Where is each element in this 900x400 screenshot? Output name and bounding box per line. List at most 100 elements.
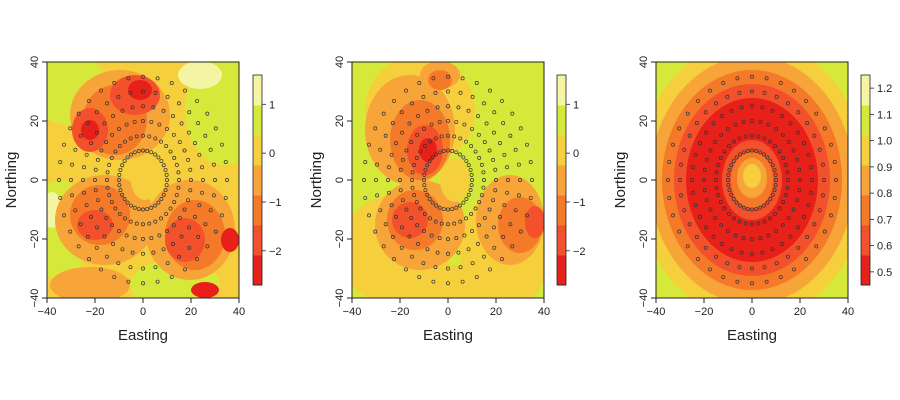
sample-point: [141, 119, 145, 123]
sample-point: [93, 188, 98, 193]
sample-point: [822, 126, 827, 131]
sample-point: [211, 162, 216, 167]
sample-point: [505, 165, 510, 170]
sample-point: [766, 122, 771, 127]
sample-point: [698, 214, 702, 219]
sample-point: [492, 110, 497, 115]
sample-point: [151, 105, 156, 110]
sample-point: [165, 94, 170, 99]
sample-point: [734, 200, 739, 205]
sample-point: [102, 234, 107, 239]
sample-point: [437, 119, 442, 124]
sample-point: [774, 126, 778, 131]
sample-point: [390, 234, 395, 239]
sample-point: [741, 150, 746, 155]
sample-point: [132, 150, 137, 155]
sample-point: [95, 198, 100, 203]
sample-point: [704, 225, 708, 230]
sample-point: [488, 267, 492, 272]
sample-point: [762, 203, 766, 208]
sample-point: [203, 133, 208, 138]
y-tick-label: 0: [638, 177, 650, 183]
sample-point: [404, 88, 408, 93]
sample-point: [389, 203, 394, 208]
x-tick-label: −40: [343, 306, 362, 318]
sample-point: [524, 213, 529, 218]
sample-point: [772, 167, 777, 172]
sample-point: [473, 206, 478, 211]
sample-point: [363, 195, 368, 200]
sample-point: [70, 193, 75, 198]
sample-point: [702, 178, 706, 182]
colorbar-tick-label: 0: [573, 148, 579, 160]
colorbar-band: [557, 225, 566, 256]
sample-point: [764, 76, 769, 81]
sample-point: [381, 111, 386, 116]
sample-point: [196, 234, 201, 239]
sample-point: [87, 257, 91, 262]
x-ticks-2: −40 −20 0 20 40: [343, 298, 550, 318]
sample-point: [145, 148, 150, 153]
sample-point: [169, 275, 174, 279]
y-tick-label: −20: [334, 230, 346, 249]
sample-point: [85, 234, 90, 239]
sample-point: [126, 279, 131, 284]
sample-point: [163, 188, 168, 193]
sample-point: [750, 237, 754, 241]
sample-point: [367, 142, 372, 147]
sample-point: [130, 250, 135, 255]
sample-point: [362, 178, 366, 182]
sample-point: [750, 251, 754, 256]
sample-point: [693, 152, 698, 157]
sample-point: [58, 160, 63, 165]
colorbar-band: [557, 165, 566, 196]
sample-point: [102, 121, 107, 126]
sample-point: [762, 152, 766, 157]
sample-point: [768, 216, 772, 221]
sample-point: [804, 98, 808, 103]
sample-point: [828, 142, 833, 147]
sample-point: [156, 200, 161, 205]
sample-point: [422, 183, 427, 188]
sample-point: [155, 76, 160, 81]
sample-point: [120, 247, 125, 252]
sample-point: [400, 225, 404, 230]
y-tick-label: 0: [29, 177, 41, 183]
colorbar-tick-label: 0.5: [877, 267, 892, 279]
sample-point: [469, 211, 474, 216]
sample-point: [182, 148, 187, 153]
sample-point: [750, 266, 754, 271]
sample-point: [421, 94, 426, 99]
sample-point: [186, 157, 191, 162]
sample-point: [177, 140, 182, 145]
sample-point: [446, 237, 450, 241]
x-axis-label-2: Easting: [423, 327, 473, 344]
sample-point: [524, 142, 529, 147]
colorbar-tick-label: 0: [269, 148, 275, 160]
sample-point: [510, 244, 515, 249]
sample-point: [407, 121, 412, 126]
sample-point: [750, 207, 754, 212]
sample-point: [389, 152, 394, 157]
sample-point: [732, 216, 736, 221]
sample-point: [690, 165, 695, 170]
sample-point: [462, 122, 467, 127]
sample-point: [694, 121, 699, 126]
sample-point: [418, 206, 423, 211]
sample-point: [81, 190, 86, 195]
colorbar-band: [861, 255, 870, 286]
heatmap-field-2: [352, 62, 544, 298]
sample-point: [171, 114, 175, 119]
sample-point: [458, 203, 462, 208]
sample-point: [458, 219, 463, 224]
sample-point: [677, 126, 682, 131]
sample-point: [468, 188, 473, 193]
x-tick-label: 40: [538, 306, 550, 318]
sample-point: [768, 197, 773, 201]
sample-point: [762, 265, 767, 270]
sample-point: [422, 144, 427, 149]
sample-point: [187, 110, 192, 115]
sample-point: [464, 216, 468, 221]
heatmap-field-3: [656, 62, 848, 298]
sample-point: [203, 222, 208, 227]
